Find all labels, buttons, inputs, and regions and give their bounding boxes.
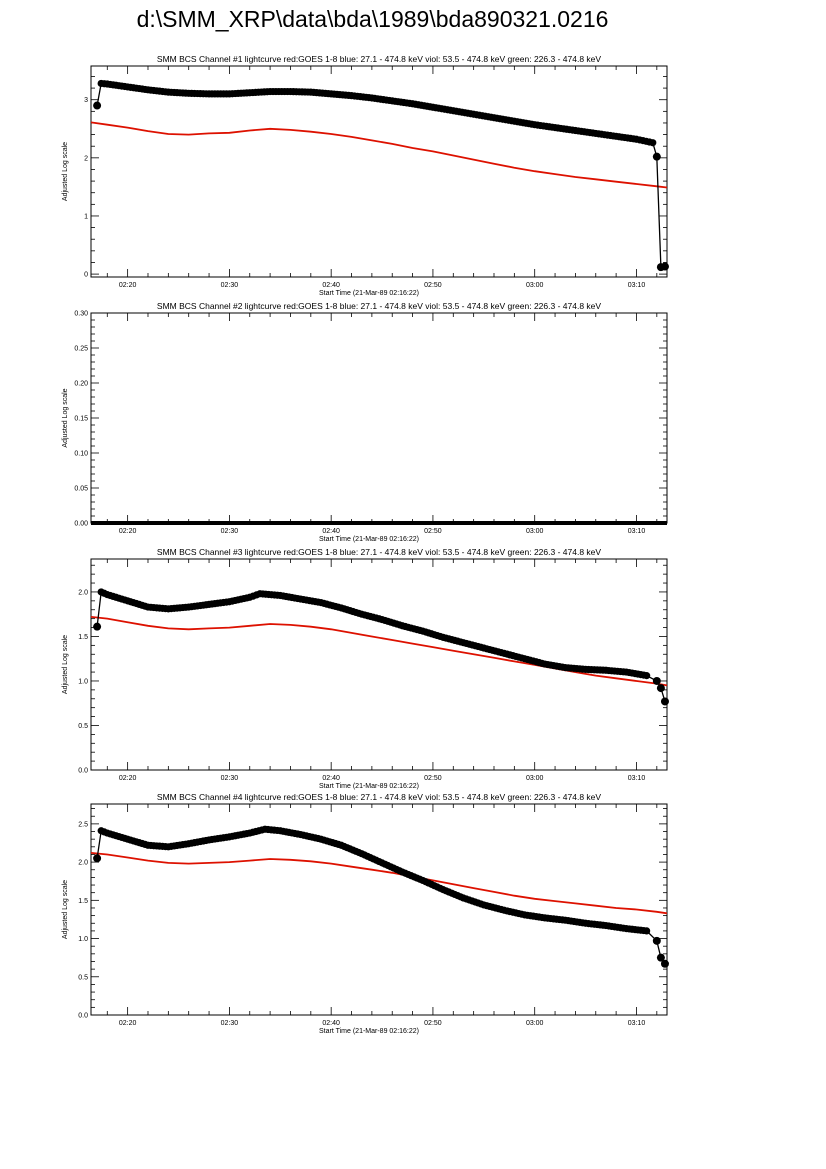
data-point <box>660 262 669 271</box>
y-tick-label: 1.5 <box>78 634 88 641</box>
y-tick-label: 0.05 <box>74 486 88 493</box>
chart-panel-2: SMM BCS Channel #2 lightcurve red:GOES 1… <box>62 301 668 543</box>
x-tick-label: 02:20 <box>119 528 137 535</box>
x-tick-label: 02:50 <box>424 282 442 289</box>
y-tick-label: 0.0 <box>78 1013 88 1020</box>
y-tick-label: 0.10 <box>74 451 88 458</box>
x-axis-label: Start Time (21-Mar-89 02:16:22) <box>319 536 419 543</box>
y-tick-label: 2.0 <box>78 860 88 867</box>
chart-panel-4: SMM BCS Channel #4 lightcurve red:GOES 1… <box>62 792 669 1035</box>
data-point <box>643 672 651 680</box>
goes-series-line <box>91 616 667 687</box>
y-tick-label: 0.5 <box>78 974 88 981</box>
x-tick-label: 03:10 <box>628 1020 646 1027</box>
data-point <box>93 854 102 863</box>
y-axis-label: Adjusted Log scale <box>62 635 69 694</box>
data-point <box>93 622 102 631</box>
x-tick-label: 03:10 <box>628 282 646 289</box>
y-axis-label: Adjusted Log scale <box>62 880 69 939</box>
x-tick-label: 02:30 <box>221 282 239 289</box>
y-tick-label: 1 <box>84 213 88 220</box>
goes-series-line <box>91 852 667 915</box>
page-title: d:\SMM_XRP\data\bda\1989\bda890321.0216 <box>136 6 609 32</box>
x-tick-label: 03:10 <box>628 528 646 535</box>
x-tick-label: 03:10 <box>628 775 646 782</box>
y-tick-label: 2.0 <box>78 589 88 596</box>
goes-series-line <box>91 121 667 189</box>
x-axis-label: Start Time (21-Mar-89 02:16:22) <box>319 290 419 297</box>
x-tick-label: 03:00 <box>526 282 544 289</box>
y-tick-label: 0.00 <box>74 521 88 528</box>
x-tick-label: 02:20 <box>119 775 137 782</box>
y-tick-label: 0.30 <box>74 311 88 318</box>
data-point <box>93 101 102 110</box>
panel-title: SMM BCS Channel #1 lightcurve red:GOES 1… <box>157 54 601 64</box>
x-tick-label: 03:00 <box>526 775 544 782</box>
y-tick-label: 2 <box>84 155 88 162</box>
plot-frame <box>90 312 668 524</box>
x-tick-label: 03:00 <box>526 1020 544 1027</box>
y-axis-label: Adjusted Log scale <box>62 388 69 447</box>
panel-title: SMM BCS Channel #3 lightcurve red:GOES 1… <box>157 547 601 557</box>
x-tick-label: 02:40 <box>322 1020 340 1027</box>
y-tick-label: 1.5 <box>78 898 88 905</box>
data-point <box>660 697 669 706</box>
y-tick-label: 1.0 <box>78 678 88 685</box>
x-tick-label: 02:30 <box>221 775 239 782</box>
x-tick-label: 02:40 <box>322 528 340 535</box>
data-point <box>656 684 665 693</box>
y-axis-label: Adjusted Log scale <box>62 142 69 201</box>
x-tick-label: 02:50 <box>424 1020 442 1027</box>
chart-panel-1: SMM BCS Channel #1 lightcurve red:GOES 1… <box>62 54 669 297</box>
x-tick-label: 02:50 <box>424 775 442 782</box>
bcs-series-line <box>96 828 666 965</box>
plot-frame <box>90 803 668 1016</box>
y-tick-label: 2.5 <box>78 821 88 828</box>
x-tick-label: 02:20 <box>119 282 137 289</box>
x-tick-label: 02:40 <box>322 775 340 782</box>
chart-panel-3: SMM BCS Channel #3 lightcurve red:GOES 1… <box>62 547 669 790</box>
data-point <box>652 676 661 685</box>
y-tick-label: 3 <box>84 97 88 104</box>
data-point <box>643 927 651 935</box>
x-tick-label: 02:30 <box>221 1020 239 1027</box>
data-point <box>652 936 661 945</box>
y-tick-label: 1.0 <box>78 936 88 943</box>
data-point <box>660 959 669 968</box>
y-tick-label: 0 <box>84 272 88 279</box>
y-tick-label: 0.20 <box>74 381 88 388</box>
x-tick-label: 03:00 <box>526 528 544 535</box>
plot-frame <box>90 65 668 278</box>
x-axis-label: Start Time (21-Mar-89 02:16:22) <box>319 1028 419 1035</box>
x-axis-label: Start Time (21-Mar-89 02:16:22) <box>319 783 419 790</box>
x-tick-label: 02:40 <box>322 282 340 289</box>
bcs-series-line <box>96 82 666 268</box>
x-tick-label: 02:50 <box>424 528 442 535</box>
y-tick-label: 0.5 <box>78 723 88 730</box>
x-tick-label: 02:30 <box>221 528 239 535</box>
y-tick-label: 0.0 <box>78 768 88 775</box>
plot-frame <box>90 558 668 771</box>
data-point <box>649 139 657 147</box>
x-tick-label: 02:20 <box>119 1020 137 1027</box>
panel-title: SMM BCS Channel #4 lightcurve red:GOES 1… <box>157 792 601 802</box>
y-tick-label: 0.25 <box>74 346 88 353</box>
panel-title: SMM BCS Channel #2 lightcurve red:GOES 1… <box>157 301 601 311</box>
y-tick-label: 0.15 <box>74 416 88 423</box>
data-point <box>656 953 665 962</box>
data-point <box>652 152 661 161</box>
